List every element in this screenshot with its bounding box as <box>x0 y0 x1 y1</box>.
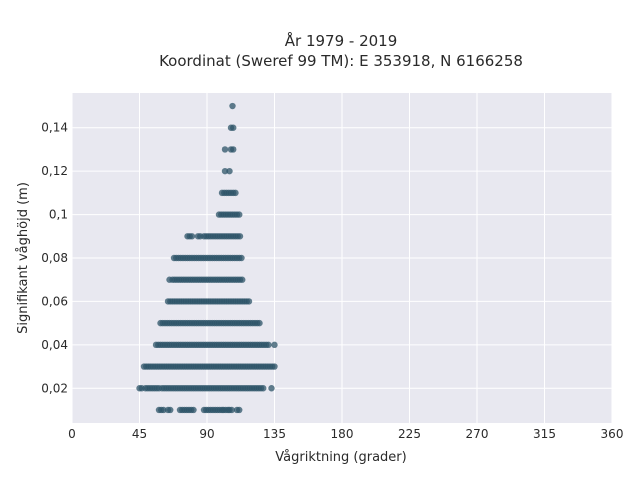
y-axis-title: Signifikant våghöjd (m) <box>16 182 31 334</box>
data-point <box>188 233 196 240</box>
x-tick-label: 135 <box>263 427 286 441</box>
x-tick-label: 270 <box>466 427 489 441</box>
data-point <box>228 406 235 414</box>
x-tick-label: 0 <box>68 427 76 441</box>
y-tick-label: 0,14 <box>41 121 68 135</box>
data-point <box>236 406 243 414</box>
x-tick-label: 225 <box>398 427 421 441</box>
data-point <box>271 363 278 370</box>
y-tick-label: 0,12 <box>41 164 68 178</box>
y-tick-label: 0,08 <box>41 251 68 265</box>
y-tick-label: 0,02 <box>41 381 68 395</box>
y-tick-label: 0,06 <box>41 294 68 308</box>
data-point <box>268 385 275 392</box>
chart-title: År 1979 - 2019 <box>285 31 398 50</box>
y-tick-label: 0,1 <box>49 208 68 222</box>
data-point <box>230 146 237 153</box>
y-axis-ticks: 0,02 0,04 0,06 0,08 0,1 0,12 0,14 <box>41 121 68 396</box>
data-point <box>190 406 197 414</box>
data-point <box>265 341 272 349</box>
grid <box>71 93 613 423</box>
data-point <box>230 124 237 131</box>
y-tick-label: 0,04 <box>41 338 68 352</box>
x-tick-label: 360 <box>601 427 624 441</box>
data-point <box>160 406 167 414</box>
data-point <box>245 298 253 305</box>
chart-subtitle: Koordinat (Sweref 99 TM): E 353918, N 61… <box>159 52 523 70</box>
data-point <box>236 233 244 240</box>
x-axis-ticks: 0 45 90 135 180 225 270 315 360 <box>68 427 623 441</box>
data-point <box>167 406 174 414</box>
data-point <box>221 167 229 175</box>
data-point <box>229 102 236 110</box>
data-point <box>226 167 233 175</box>
x-axis-title: Vågriktning (grader) <box>275 450 406 465</box>
data-point <box>260 385 267 392</box>
data-point <box>239 276 246 283</box>
data-point <box>232 189 239 197</box>
x-tick-label: 180 <box>331 427 354 441</box>
x-tick-label: 45 <box>132 427 147 441</box>
data-point <box>221 146 229 153</box>
data-point <box>271 341 278 349</box>
data-point <box>238 254 245 262</box>
x-tick-label: 90 <box>199 427 214 441</box>
data-point <box>256 319 263 327</box>
data-point <box>236 211 243 218</box>
data-points <box>136 102 278 414</box>
x-tick-label: 315 <box>533 427 556 441</box>
